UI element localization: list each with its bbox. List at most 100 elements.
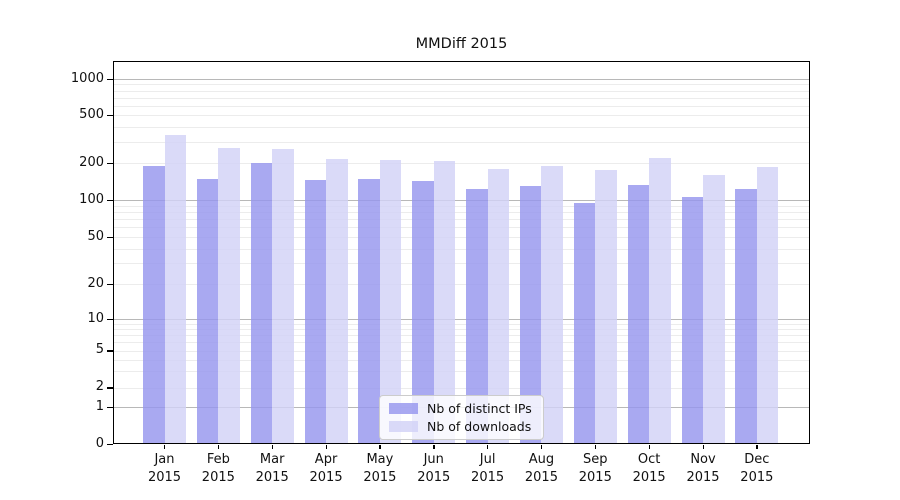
y-gridline-major bbox=[114, 79, 809, 80]
y-tick-label-1000: 1000 bbox=[70, 70, 104, 86]
y-tick-label-1: 1 bbox=[95, 398, 104, 414]
y-gridline-minor bbox=[114, 141, 809, 143]
x-tick-mark-may bbox=[379, 445, 381, 449]
bar-distinct-ips-mar bbox=[250, 163, 273, 444]
x-tick-label-aug: Aug 2015 bbox=[524, 452, 558, 485]
bar-downloads-dec bbox=[756, 166, 779, 444]
bar-downloads-sep bbox=[595, 170, 617, 444]
bar-downloads-jan bbox=[164, 134, 186, 444]
y-tick-label-2: 2 bbox=[95, 379, 104, 395]
y-gridline-major bbox=[114, 200, 809, 201]
y-tick-mark-100 bbox=[107, 199, 113, 201]
y-gridline-minor bbox=[114, 335, 809, 337]
bar-distinct-ips-jan bbox=[143, 166, 165, 444]
y-gridline-minor bbox=[114, 219, 809, 221]
bar-distinct-ips-nov bbox=[681, 197, 703, 444]
y-gridline-minor bbox=[114, 284, 809, 285]
bar-downloads-nov bbox=[703, 175, 725, 444]
x-tick-label-apr: Apr 2015 bbox=[309, 452, 343, 485]
legend: Nb of distinct IPs Nb of downloads bbox=[379, 395, 544, 440]
legend-swatch-distinct-ips bbox=[389, 403, 418, 414]
y-gridline-minor bbox=[114, 237, 809, 239]
bar-distinct-ips-sep bbox=[573, 202, 596, 444]
x-tick-mark-feb bbox=[217, 445, 220, 449]
y-tick-mark-10 bbox=[107, 318, 113, 320]
y-gridline-minor bbox=[114, 359, 809, 361]
bar-downloads-may bbox=[379, 159, 402, 444]
x-tick-mark-jun bbox=[433, 445, 435, 449]
bar-distinct-ips-jul bbox=[466, 189, 488, 444]
y-tick-mark-50 bbox=[107, 236, 113, 239]
y-gridline-minor bbox=[114, 212, 809, 213]
legend-swatch-downloads bbox=[389, 421, 418, 432]
x-tick-label-nov: Nov 2015 bbox=[686, 452, 720, 485]
y-gridline-minor bbox=[114, 84, 809, 86]
y-tick-label-0: 0 bbox=[95, 435, 104, 451]
y-tick-label-200: 200 bbox=[79, 154, 104, 170]
bar-downloads-mar bbox=[272, 149, 294, 444]
y-gridline-minor bbox=[114, 90, 809, 92]
y-gridline-minor bbox=[114, 371, 809, 373]
x-tick-label-jun: Jun 2015 bbox=[417, 452, 451, 485]
y-tick-label-100: 100 bbox=[79, 191, 104, 207]
bar-downloads-jul bbox=[487, 169, 510, 444]
y-tick-mark-2 bbox=[107, 387, 113, 389]
x-tick-mark-jan bbox=[164, 445, 166, 449]
legend-label-downloads: Nb of downloads bbox=[427, 419, 532, 434]
bar-downloads-feb bbox=[218, 147, 240, 444]
y-gridline-minor bbox=[114, 248, 809, 250]
x-tick-label-oct: Oct 2015 bbox=[632, 452, 666, 485]
y-gridline-minor bbox=[114, 263, 809, 265]
bar-downloads-jun bbox=[433, 161, 456, 444]
x-tick-label-may: May 2015 bbox=[363, 452, 397, 485]
bar-distinct-ips-dec bbox=[735, 189, 757, 444]
y-gridline-minor bbox=[114, 115, 809, 116]
bar-distinct-ips-jun bbox=[412, 181, 434, 444]
bar-distinct-ips-may bbox=[358, 179, 380, 444]
y-tick-label-10: 10 bbox=[87, 310, 104, 326]
legend-label-distinct-ips: Nb of distinct IPs bbox=[427, 401, 532, 416]
y-gridline-major bbox=[114, 319, 809, 320]
y-tick-mark-0 bbox=[107, 443, 113, 445]
x-tick-mark-dec bbox=[756, 445, 758, 449]
x-tick-label-mar: Mar 2015 bbox=[255, 452, 289, 485]
y-tick-label-5: 5 bbox=[95, 342, 104, 358]
x-tick-label-dec: Dec 2015 bbox=[740, 452, 774, 485]
y-gridline-minor bbox=[114, 205, 809, 207]
y-tick-mark-500 bbox=[107, 114, 113, 116]
y-tick-mark-20 bbox=[107, 283, 113, 285]
y-gridline-minor bbox=[114, 105, 809, 107]
x-tick-mark-apr bbox=[325, 445, 327, 449]
y-gridline-minor bbox=[114, 329, 809, 331]
bar-distinct-ips-feb bbox=[196, 178, 219, 444]
y-tick-label-20: 20 bbox=[87, 275, 104, 291]
y-gridline-minor bbox=[114, 227, 809, 229]
chart-title: MMDiff 2015 bbox=[415, 36, 508, 52]
y-tick-mark-5 bbox=[107, 350, 113, 352]
x-tick-mark-jul bbox=[487, 445, 489, 449]
y-gridline-minor bbox=[114, 97, 809, 99]
x-tick-label-feb: Feb 2015 bbox=[201, 452, 235, 485]
bar-downloads-oct bbox=[649, 158, 671, 444]
bar-distinct-ips-apr bbox=[304, 179, 327, 444]
x-tick-mark-mar bbox=[271, 445, 274, 449]
y-tick-label-500: 500 bbox=[79, 106, 104, 122]
x-tick-mark-aug bbox=[540, 445, 543, 449]
x-tick-mark-sep bbox=[594, 445, 597, 449]
x-tick-mark-nov bbox=[702, 445, 704, 449]
y-gridline-minor bbox=[114, 387, 809, 389]
y-tick-mark-200 bbox=[107, 162, 113, 165]
bar-downloads-apr bbox=[326, 158, 348, 444]
x-tick-label-jul: Jul 2015 bbox=[471, 452, 505, 485]
y-gridline-minor bbox=[114, 126, 809, 128]
y-tick-label-50: 50 bbox=[87, 228, 104, 244]
x-tick-label-jan: Jan 2015 bbox=[147, 452, 182, 485]
y-gridline-minor bbox=[114, 163, 809, 165]
bar-distinct-ips-aug bbox=[519, 186, 542, 444]
bar-distinct-ips-oct bbox=[627, 184, 650, 444]
y-gridline-minor bbox=[114, 350, 809, 352]
bar-downloads-aug bbox=[541, 165, 563, 444]
y-tick-mark-1 bbox=[107, 406, 113, 409]
y-gridline-minor bbox=[114, 323, 809, 325]
